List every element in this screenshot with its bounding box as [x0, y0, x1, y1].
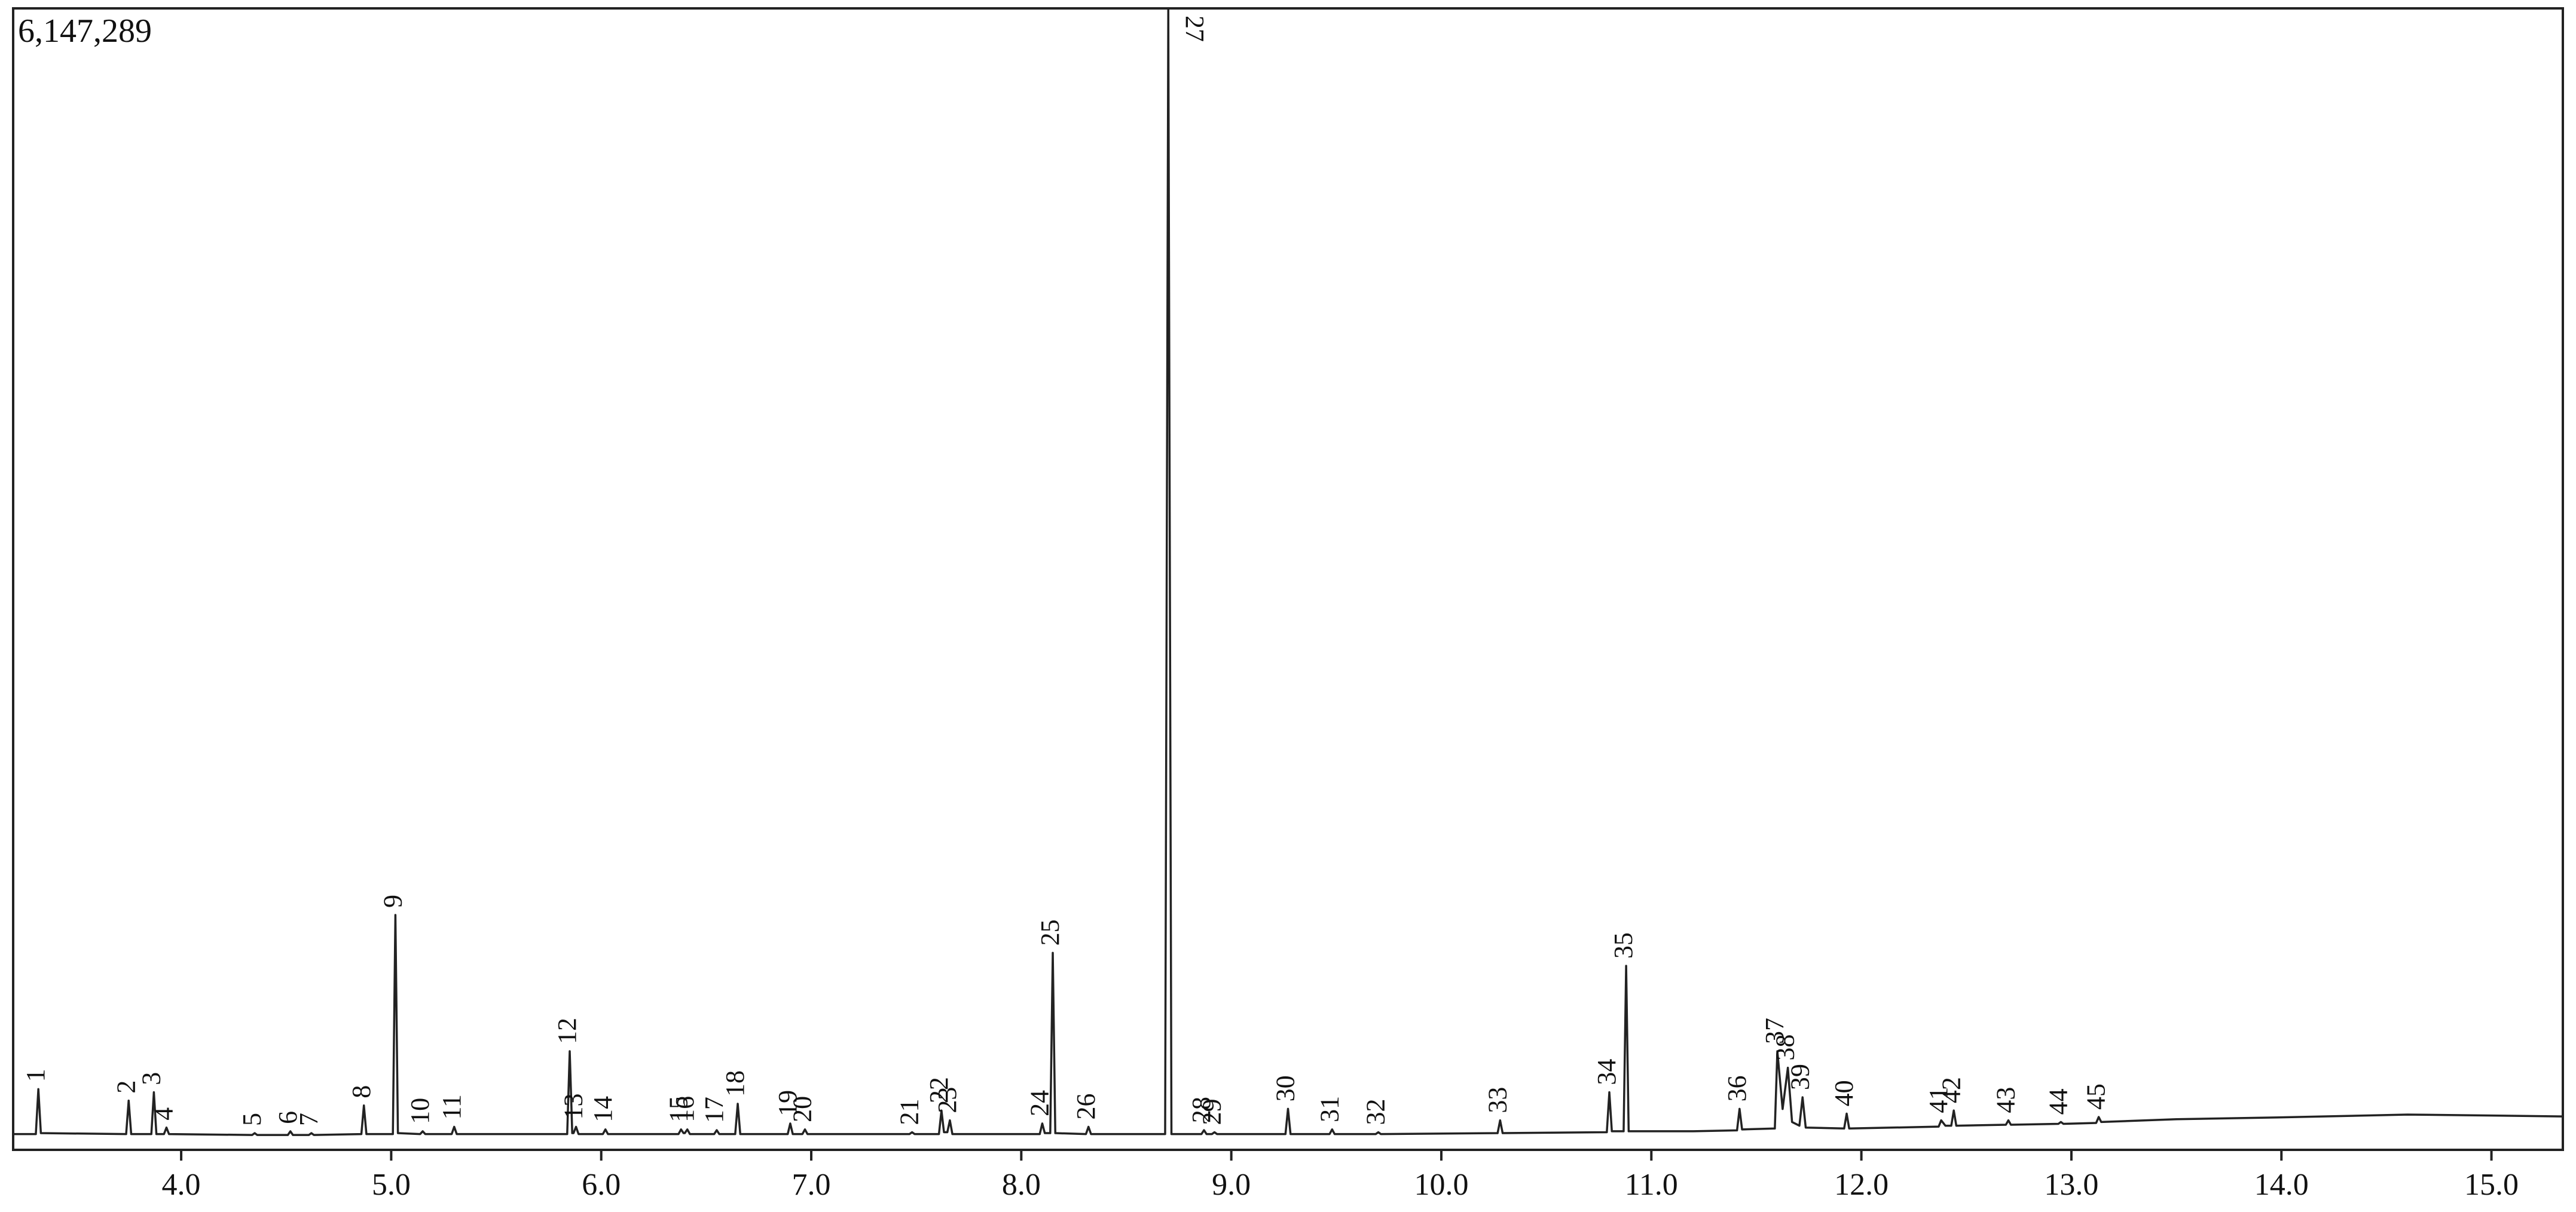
- peak-label: 7: [294, 1113, 323, 1126]
- peak-label: 28: [1187, 1097, 1216, 1123]
- peak-label: 35: [1609, 932, 1638, 959]
- x-tick-label: 6.0: [582, 1168, 621, 1202]
- x-tick-label: 9.0: [1212, 1168, 1251, 1202]
- peak-label: 23: [933, 1087, 962, 1113]
- peak-label: 24: [1025, 1090, 1055, 1116]
- peak-label: 22: [924, 1077, 954, 1103]
- peak-label: 12: [552, 1018, 582, 1044]
- peak-label: 14: [588, 1096, 618, 1122]
- peak-label: 11: [437, 1094, 466, 1119]
- chromatogram-trace: [13, 7, 2563, 1136]
- peak-label: 31: [1315, 1096, 1344, 1122]
- x-tick-label: 7.0: [792, 1168, 831, 1202]
- x-tick-label: 4.0: [162, 1168, 201, 1202]
- plot-frame: [12, 7, 2564, 1151]
- peak-label: 18: [720, 1070, 750, 1097]
- peak-label: 39: [1785, 1064, 1814, 1090]
- peak-label: 8: [347, 1085, 376, 1098]
- peak-label: 26: [1071, 1093, 1101, 1119]
- x-tick-label: 8.0: [1002, 1168, 1041, 1202]
- peak-label: 34: [1592, 1059, 1621, 1085]
- peak-label: 29: [1197, 1098, 1227, 1125]
- peak-label: 42: [1936, 1077, 1966, 1103]
- peak-label: 10: [405, 1098, 435, 1124]
- x-tick-label: 14.0: [2254, 1168, 2309, 1202]
- x-tick-label: 12.0: [1834, 1168, 1889, 1202]
- peak-label: 13: [559, 1093, 588, 1119]
- peak-label: 25: [1035, 919, 1065, 945]
- x-tick-label: 5.0: [372, 1168, 411, 1202]
- peak-label: 3: [136, 1072, 166, 1085]
- peak-label: 32: [1361, 1098, 1391, 1125]
- peak-label: 43: [1991, 1087, 2021, 1113]
- x-tick-label: 10.0: [1414, 1168, 1468, 1202]
- peak-label: 20: [788, 1096, 817, 1122]
- peak-label: 38: [1771, 1035, 1800, 1061]
- x-tick-label: 11.0: [1625, 1168, 1678, 1202]
- peak-label: 33: [1483, 1087, 1512, 1113]
- peak-label: 36: [1722, 1075, 1752, 1101]
- peak-label: 17: [699, 1097, 729, 1123]
- peak-label: 45: [2082, 1084, 2111, 1110]
- peak-label: 30: [1271, 1075, 1300, 1101]
- peak-label: 41: [1924, 1087, 1953, 1113]
- peak-label: 37: [1760, 1018, 1789, 1044]
- y-max-label: 6,147,289: [18, 13, 152, 50]
- peak-label: 16: [670, 1096, 699, 1122]
- x-tick-label: 15.0: [2464, 1168, 2519, 1202]
- peak-label: 6: [273, 1111, 302, 1124]
- peak-label: 9: [378, 895, 407, 908]
- peak-label: 2: [111, 1081, 140, 1094]
- x-tick-label: 13.0: [2044, 1168, 2098, 1202]
- peak-label: 40: [1829, 1080, 1859, 1106]
- peak-label: 19: [773, 1090, 802, 1116]
- peak-label: 21: [895, 1098, 924, 1125]
- peak-label: 27: [1180, 16, 1209, 42]
- peak-label: 44: [2043, 1088, 2073, 1115]
- peak-label: 15: [664, 1096, 693, 1122]
- peak-label: 5: [237, 1113, 267, 1126]
- peak-label: 4: [149, 1107, 179, 1121]
- peak-label: 1: [21, 1069, 50, 1082]
